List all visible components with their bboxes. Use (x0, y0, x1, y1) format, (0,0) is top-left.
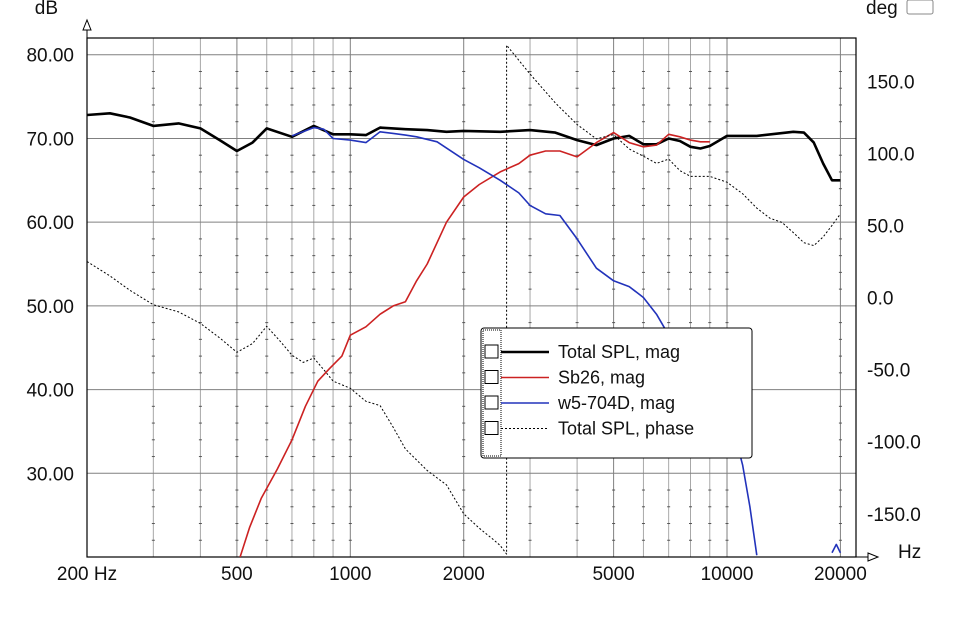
x-tick-label: 20000 (814, 564, 867, 585)
x-tick-label: 2000 (443, 564, 485, 585)
y2-tick-label: -150.0 (867, 505, 921, 526)
axis-checkbox[interactable] (906, 0, 934, 15)
y2-tick-label: 0.0 (867, 289, 893, 310)
series-line (87, 44, 841, 555)
y-axis-unit-label: dB (35, 0, 58, 19)
legend-checkbox[interactable] (484, 421, 499, 435)
series-line (831, 543, 842, 554)
y2-tick-label: -100.0 (867, 433, 921, 454)
y-axis-arrow-icon (82, 18, 92, 31)
y-tick-label: 40.00 (26, 381, 74, 402)
y-tick-label: 30.00 (26, 464, 74, 485)
legend-checkbox[interactable] (484, 370, 499, 384)
y2-tick-label: 150.0 (867, 72, 915, 93)
x-tick-label: 200 Hz (57, 564, 117, 585)
y-tick-label: 80.00 (26, 46, 74, 67)
series-line (239, 131, 710, 557)
y2-axis-unit-label: deg (866, 0, 898, 19)
series-line (291, 126, 670, 336)
legend-label: Sb26, mag (558, 368, 645, 388)
legend[interactable]: Total SPL, mag Sb26, mag w5-704D, mag Total… (480, 327, 753, 459)
legend-label: Total SPL, mag (558, 342, 680, 362)
legend-label: w5-704D, mag (557, 393, 675, 413)
y-tick-label: 50.00 (26, 297, 74, 318)
x-tick-label: 500 (221, 564, 253, 585)
x-tick-label: 5000 (592, 564, 634, 585)
y2-tick-label: 100.0 (867, 144, 915, 165)
grid (87, 38, 856, 557)
legend-label: Total SPL, phase (558, 419, 694, 439)
y2-tick-label: 50.0 (867, 216, 904, 237)
plot-area (87, 38, 856, 557)
axes: 200 Hz 500 1000 2000 5000 10000 20000 80.00 70.0… (26, 0, 921, 585)
x-tick-label: 10000 (701, 564, 754, 585)
x-axis-arrow-icon (867, 552, 880, 562)
series-line (87, 112, 841, 182)
legend-checkbox[interactable] (484, 395, 499, 410)
x-axis-unit-label: Hz (898, 542, 921, 563)
legend-checkbox[interactable] (484, 344, 499, 359)
y-tick-label: 60.00 (26, 213, 74, 234)
y2-tick-label: -50.0 (867, 361, 910, 382)
x-tick-label: 1000 (329, 564, 371, 585)
y-tick-label: 70.00 (26, 129, 74, 150)
legend-box (480, 327, 753, 459)
